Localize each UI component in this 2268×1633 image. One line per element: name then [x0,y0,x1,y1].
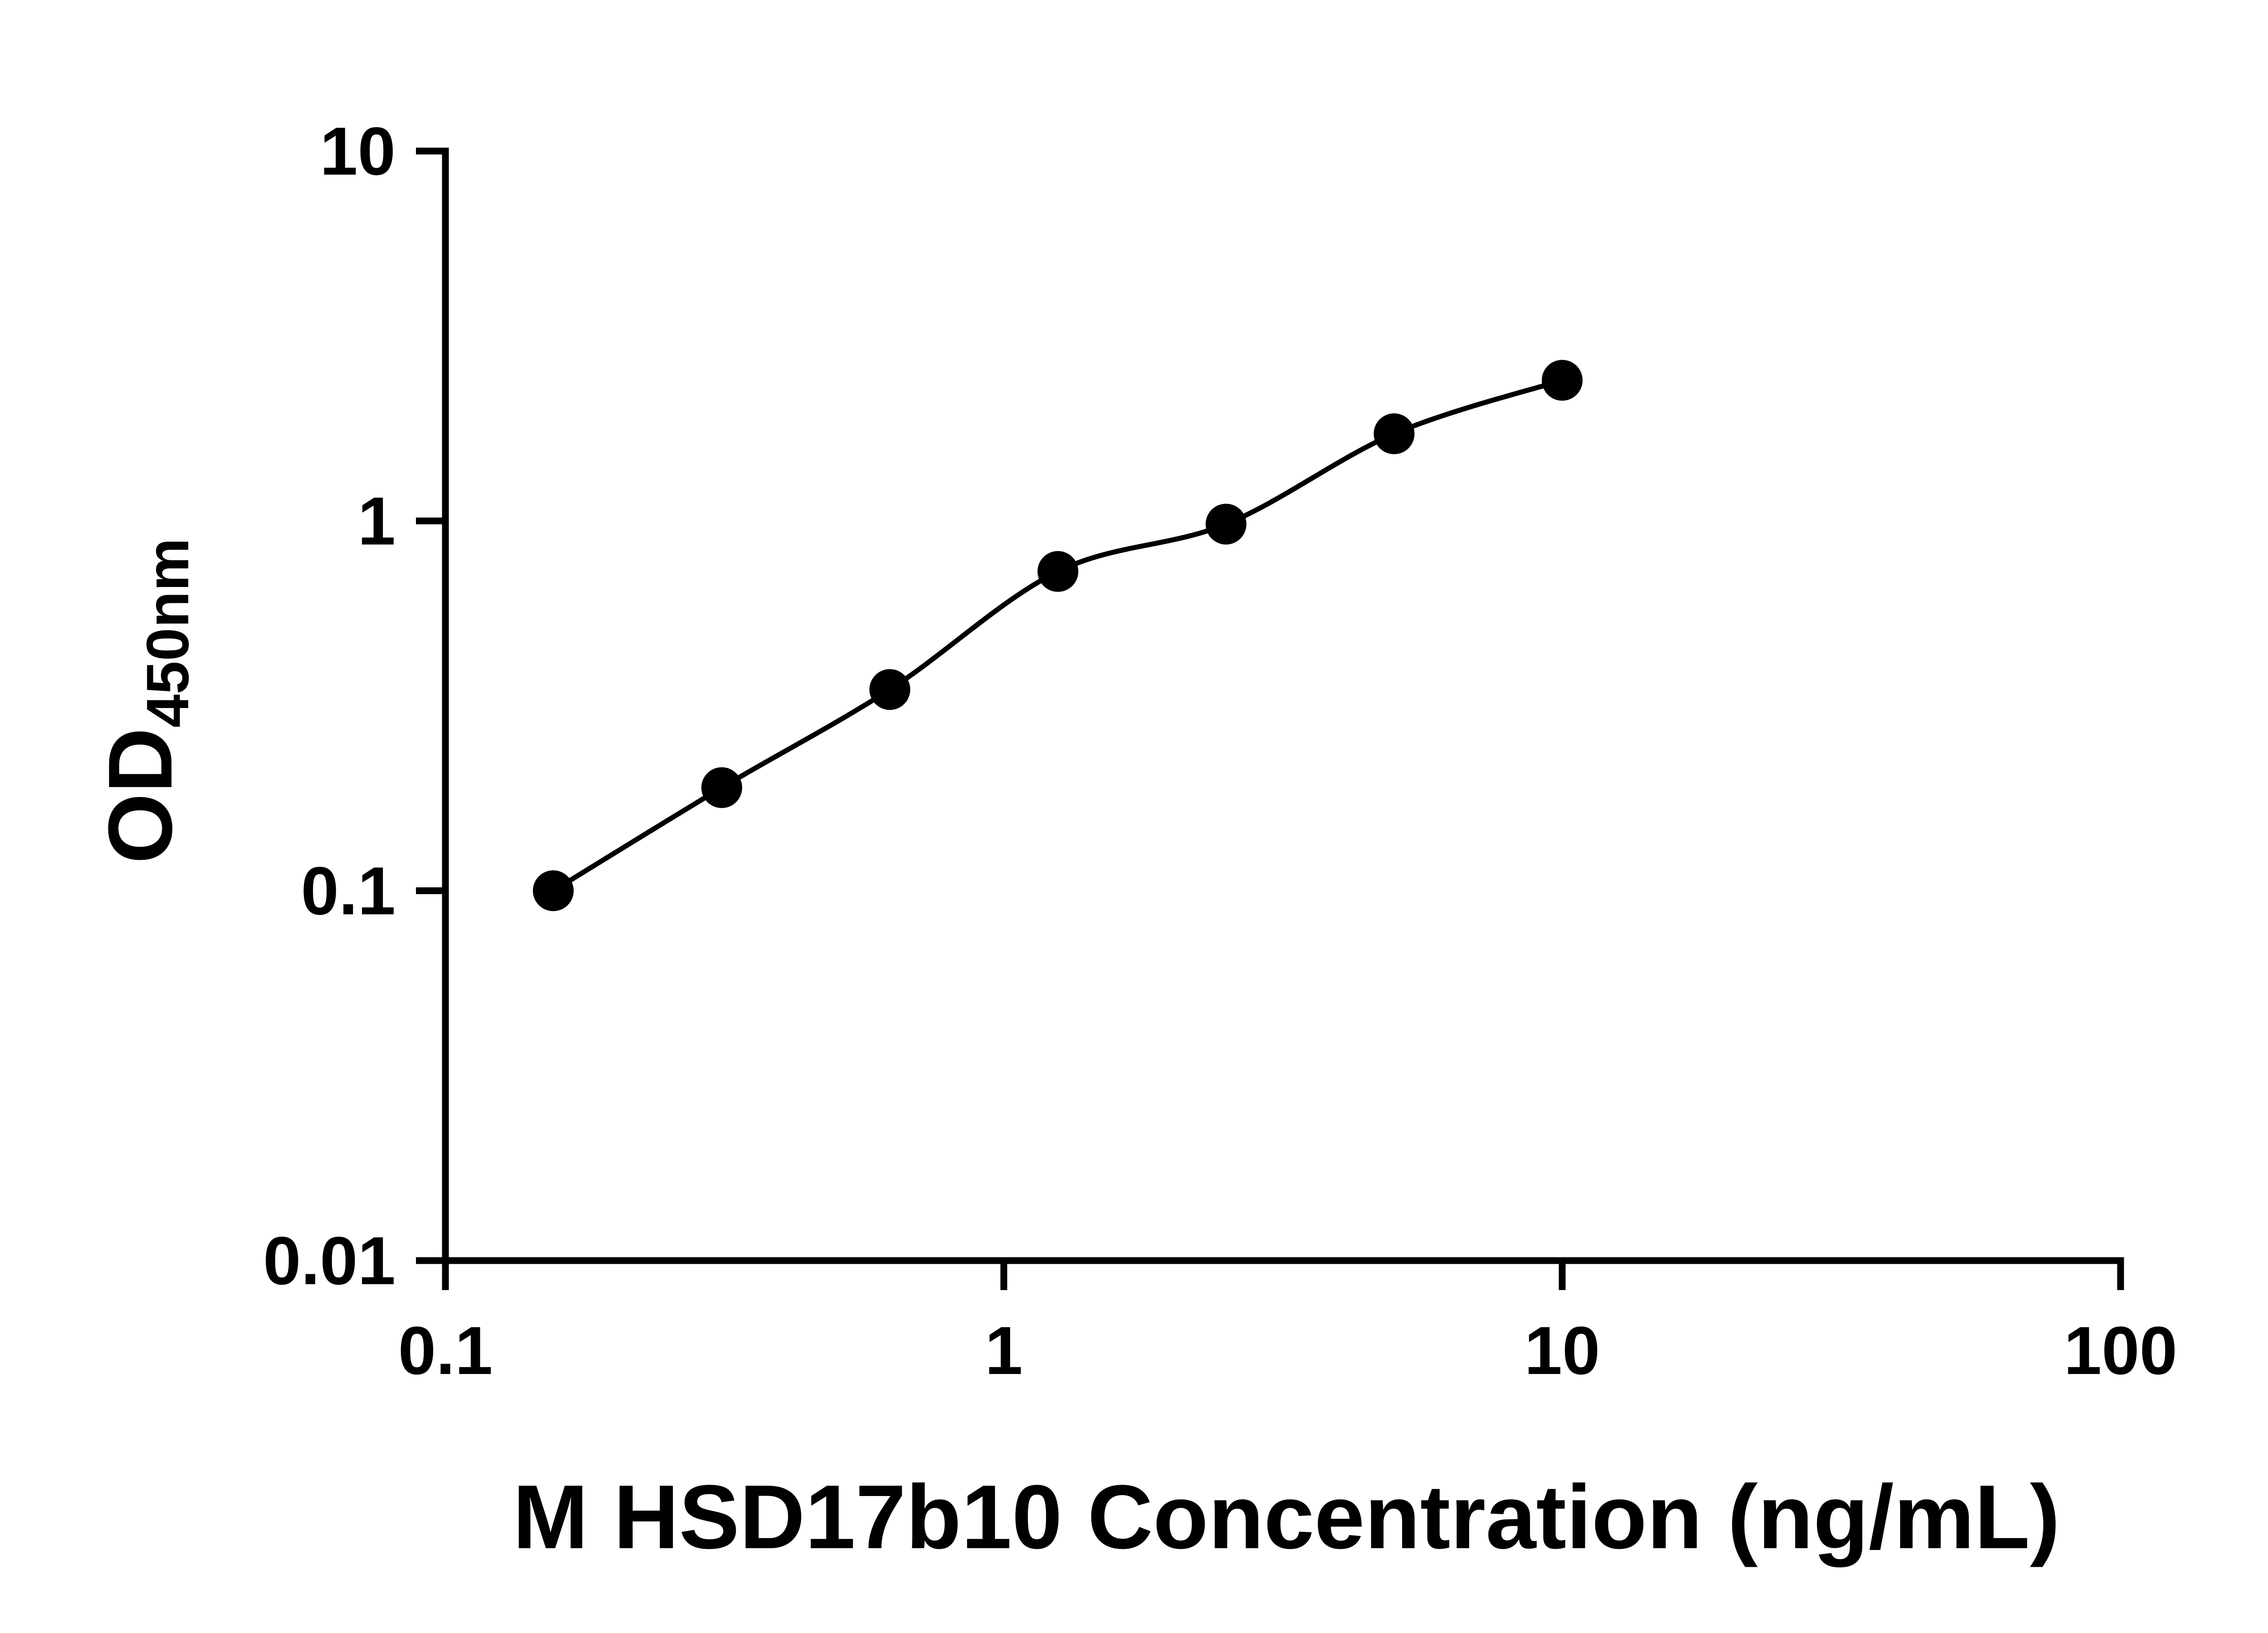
x-axis-tick-label: 1 [985,1312,1022,1389]
data-point [533,870,574,911]
x-axis-tick-label: 0.1 [398,1312,493,1389]
y-axis-tick-label: 1 [358,483,396,559]
axis-spines [442,147,2124,1264]
data-point [869,669,910,710]
y-axis-title: OD450nm [88,538,202,864]
y-axis-tick-label: 10 [320,113,396,189]
x-axis-title: M HSD17b10 Concentration (ng/mL) [513,1467,2060,1568]
y-axis-tick-label: 0.01 [263,1222,396,1299]
data-point [1374,413,1415,455]
fit-curve [552,378,1563,893]
y-axis-title-subscript: 450nm [134,538,201,728]
y-axis-title-main: OD [90,728,191,864]
data-point [1205,504,1246,545]
data-point [1542,360,1583,401]
x-axis-tick-label: 100 [2064,1312,2177,1389]
data-point [701,767,743,808]
data-point [1037,551,1079,592]
y-axis-tick-label: 0.1 [301,853,396,929]
x-axis-tick-label: 10 [1525,1312,1600,1389]
